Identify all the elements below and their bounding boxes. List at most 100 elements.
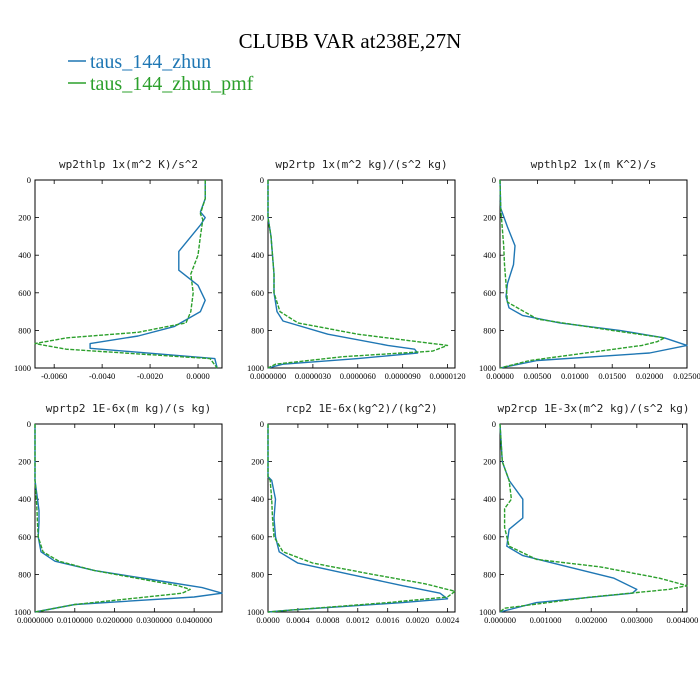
x-tick-label: 0.0000000 — [17, 615, 53, 625]
y-tick-label: 200 — [251, 213, 264, 223]
legend-label-zhun-pmf: taus_144_zhun_pmf — [90, 73, 254, 95]
panel-4: wprtp2 1E-6x(m kg)/(s kg) 0 200 400 600 800 10… — [14, 402, 223, 625]
y-tick-label: 1000 — [479, 363, 496, 373]
series-line-zhun — [34, 424, 223, 613]
legend-label-zhun: taus_144_zhun — [90, 51, 211, 73]
panel-title: wpthlp2 1x(m K^2)/s — [531, 158, 657, 171]
y-tick-label: 0 — [260, 175, 264, 185]
x-tick-label: 0.01500 — [598, 371, 626, 381]
plot-frame — [267, 423, 456, 613]
y-tick-label: 600 — [483, 288, 496, 298]
x-tick-label: 0.0012 — [346, 615, 369, 625]
y-tick-label: 400 — [483, 250, 496, 260]
y-tick-label: 600 — [18, 288, 31, 298]
x-tick-label: 0.0000 — [256, 615, 279, 625]
x-tick-label: 0.000000 — [484, 615, 516, 625]
y-tick-label: 400 — [18, 494, 31, 504]
x-tick-label: 0.0000 — [186, 371, 209, 381]
x-tick-label: 0.002000 — [575, 615, 607, 625]
y-tick-label: 0 — [492, 175, 496, 185]
x-tick-label: 0.0100000 — [57, 615, 93, 625]
plot-frame — [499, 423, 688, 613]
x-tick-label: 0.0200000 — [97, 615, 133, 625]
x-tick-label: 0.0020 — [406, 615, 429, 625]
series-line-zhun-pmf — [499, 423, 688, 613]
panel-title: rcp2 1E-6x(kg^2)/(kg^2) — [285, 402, 437, 415]
plot-frame — [267, 179, 456, 369]
x-tick-label: 0.0004 — [286, 615, 310, 625]
y-tick-label: 600 — [251, 532, 264, 542]
x-tick-label: 0.003000 — [621, 615, 653, 625]
x-tick-label: -0.0060 — [41, 371, 67, 381]
x-tick-label: -0.0020 — [137, 371, 163, 381]
panel-6: wp2rcp 1E-3x(m^2 kg)/(s^2 kg)0 200 400 600 8… — [479, 402, 698, 625]
y-tick-label: 800 — [251, 569, 264, 579]
series-line-zhun — [267, 180, 419, 369]
x-tick-label: 0.02000 — [636, 371, 664, 381]
panel-3: wpthlp2 1x(m K^2)/s020040060080010000.00… — [479, 158, 700, 381]
y-tick-label: 400 — [251, 250, 264, 260]
y-tick-label: 800 — [251, 325, 264, 335]
panel-title: wp2rtp 1x(m^2 kg)/(s^2 kg) — [275, 158, 447, 171]
x-tick-label: 0.0300000 — [136, 615, 172, 625]
y-tick-label: 400 — [483, 494, 496, 504]
panel-grid: wp2thlp 1x(m^2 K)/s^2 0 200 400 600 800 1000 -0… — [14, 158, 700, 625]
y-tick-label: 1000 — [14, 363, 31, 373]
y-tick-label: 200 — [18, 213, 31, 223]
series-line-zhun-pmf — [499, 179, 666, 369]
y-tick-label: 400 — [251, 494, 264, 504]
x-tick-label: 0.004000 — [667, 615, 699, 625]
x-tick-label: 0.00500 — [524, 371, 552, 381]
y-tick-label: 1000 — [14, 607, 31, 617]
x-tick-label: 0.0400000 — [176, 615, 212, 625]
y-tick-label: 0 — [492, 419, 496, 429]
y-tick-label: 1000 — [247, 363, 264, 373]
series-line-zhun-pmf — [267, 180, 449, 369]
panel-title: wprtp2 1E-6x(m kg)/(s kg) — [46, 402, 212, 415]
y-tick-label: 400 — [18, 250, 31, 260]
x-tick-label: 0.0000060 — [340, 371, 376, 381]
y-tick-label: 200 — [483, 213, 496, 223]
x-tick-label: -0.0040 — [89, 371, 115, 381]
panel-title: wp2thlp 1x(m^2 K)/s^2 — [59, 158, 198, 171]
y-tick-label: 0 — [27, 419, 31, 429]
y-tick-label: 1000 — [247, 607, 264, 617]
panel-2: wp2rtp 1x(m^2 kg)/(s^2 kg) 0 200 400 600 800 1… — [247, 158, 466, 381]
y-tick-label: 600 — [251, 288, 264, 298]
x-tick-label: 0.0024 — [436, 615, 460, 625]
x-tick-label: 0.02500 — [673, 371, 700, 381]
plot-frame — [34, 179, 223, 369]
x-tick-label: 0.0000090 — [385, 371, 421, 381]
series-line-zhun — [499, 179, 688, 369]
series-line-zhun — [267, 424, 449, 613]
y-tick-label: 600 — [18, 532, 31, 542]
series-line-zhun-pmf — [34, 180, 218, 369]
y-tick-label: 0 — [260, 419, 264, 429]
panel-1: wp2thlp 1x(m^2 K)/s^2 0 200 400 600 800 1000 -0… — [14, 158, 223, 381]
y-tick-label: 0 — [27, 175, 31, 185]
x-tick-label: 0.00000 — [486, 371, 514, 381]
series-line-zhun — [89, 180, 218, 369]
x-tick-label: 0.0000000 — [250, 371, 286, 381]
x-tick-label: 0.01000 — [561, 371, 589, 381]
series-line-zhun-pmf — [34, 424, 191, 613]
series-line-zhun-pmf — [267, 424, 456, 613]
x-tick-label: 0.0000120 — [429, 371, 465, 381]
y-tick-label: 200 — [483, 457, 496, 467]
panel-5: rcp2 1E-6x(kg^2)/(kg^2) 0 200 400 600 800 1000… — [247, 402, 460, 625]
y-tick-label: 800 — [483, 569, 496, 579]
y-tick-label: 600 — [483, 532, 496, 542]
y-tick-label: 800 — [18, 569, 31, 579]
x-tick-label: 0.0016 — [376, 615, 399, 625]
y-tick-label: 200 — [251, 457, 264, 467]
x-tick-label: 0.0000030 — [295, 371, 331, 381]
y-tick-label: 1000 — [479, 607, 496, 617]
series-line-zhun — [499, 423, 638, 613]
x-tick-label: 0.001000 — [530, 615, 562, 625]
y-tick-label: 800 — [483, 325, 496, 335]
panel-title: wp2rcp 1E-3x(m^2 kg)/(s^2 kg) — [497, 402, 689, 415]
y-tick-label: 200 — [18, 457, 31, 467]
figure-title: CLUBB VAR at238E,27N — [239, 29, 462, 53]
legend: taus_144_zhun taus_144_zhun_pmf — [68, 51, 254, 95]
